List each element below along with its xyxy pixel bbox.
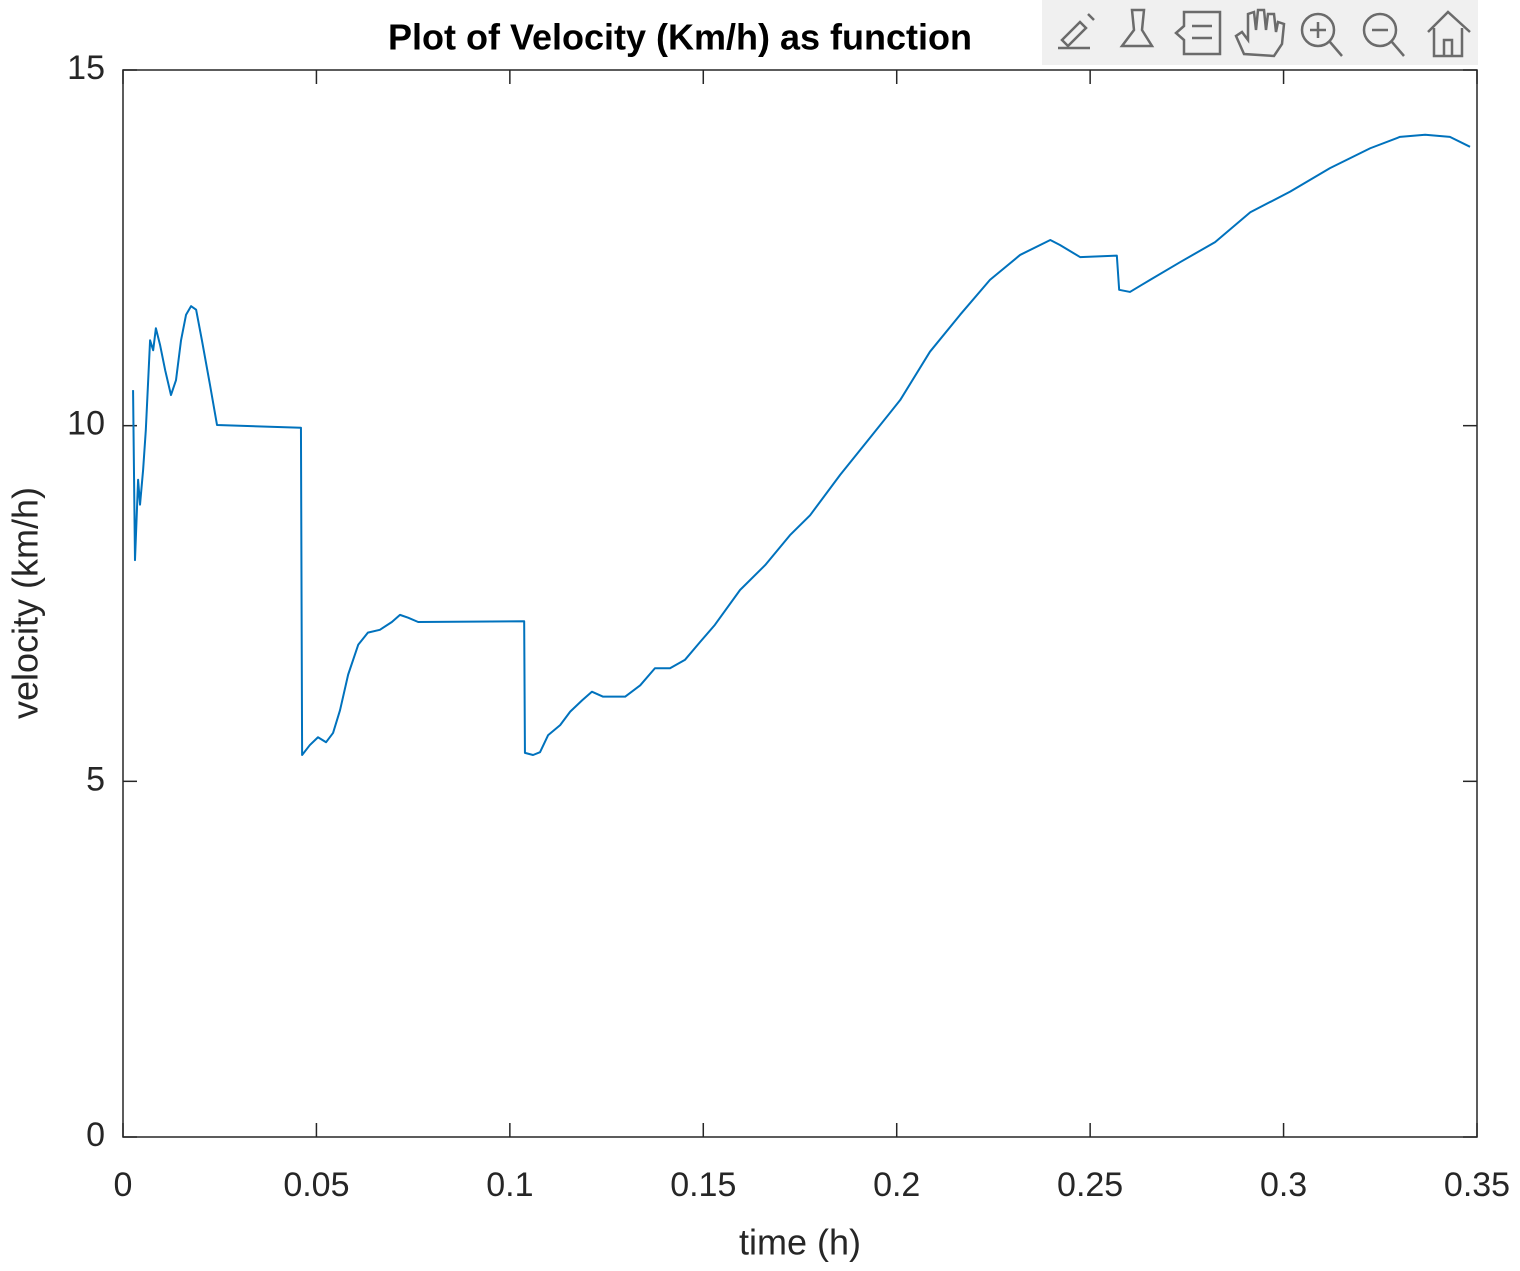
home-button[interactable]: [1427, 10, 1471, 58]
x-axis-label: time (h): [739, 1222, 861, 1263]
x-tick-label: 0.15: [670, 1166, 736, 1204]
zoom-out-button[interactable]: [1362, 12, 1405, 57]
y-tick-label: 15: [67, 49, 105, 87]
x-tick-label: 0.2: [873, 1166, 920, 1204]
pan-button[interactable]: [1234, 8, 1286, 58]
axes-box: [122, 69, 1478, 1138]
datatip-button[interactable]: [1174, 10, 1222, 56]
x-tick-label: 0.1: [486, 1166, 533, 1204]
x-tick-label: 0.35: [1444, 1166, 1510, 1204]
zoom-in-button[interactable]: [1300, 12, 1343, 57]
x-tick-label: 0.3: [1260, 1166, 1307, 1204]
x-tick-label: 0: [114, 1166, 133, 1204]
x-tick-label: 0.05: [283, 1166, 349, 1204]
y-axis-label: velocity (km/h): [5, 487, 46, 719]
chart-title: Plot of Velocity (Km/h) as function: [388, 17, 972, 58]
y-tick-label: 5: [86, 760, 105, 798]
y-tick-label: 10: [67, 405, 105, 443]
y-tick-label: 0: [86, 1116, 105, 1154]
data-line: [132, 133, 1471, 757]
brush-button[interactable]: [1119, 8, 1155, 48]
x-tick-label: 0.25: [1057, 1166, 1123, 1204]
toolbar: [1042, 0, 1478, 65]
export-button[interactable]: [1058, 13, 1095, 50]
